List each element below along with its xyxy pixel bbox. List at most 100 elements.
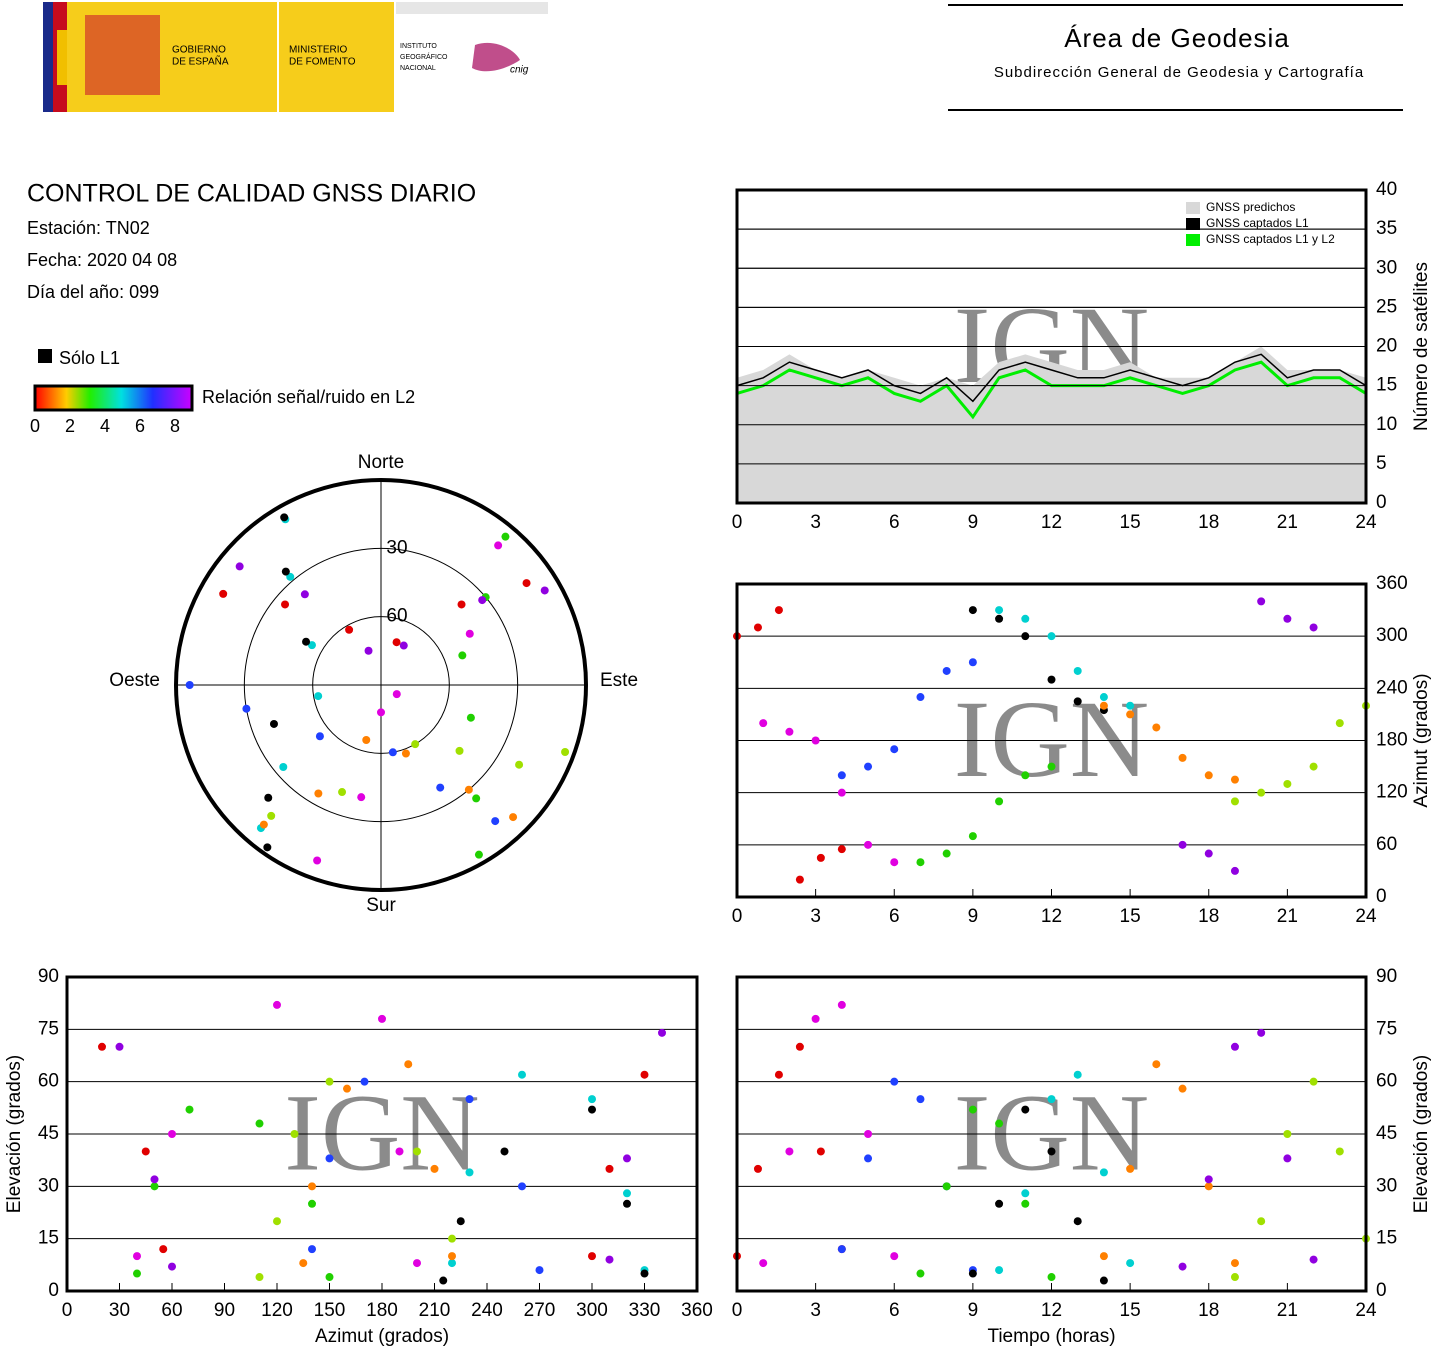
track-point (518, 1070, 526, 1079)
track-point (995, 606, 1004, 615)
x-tick-label: 300 (576, 1300, 608, 1321)
track-point (478, 596, 487, 605)
track-point (518, 1182, 526, 1191)
track-point (1283, 779, 1292, 788)
track-point (281, 600, 290, 609)
y-tick-label: 60 (1376, 1071, 1397, 1092)
track-point (605, 1164, 614, 1173)
track-point (1152, 723, 1161, 732)
area-title: Área de Geodesia (1064, 23, 1290, 53)
track-point (753, 1164, 762, 1173)
track-point (509, 813, 518, 822)
y-tick-label: 360 (1376, 573, 1408, 594)
track-point (338, 788, 347, 797)
track-point (1126, 710, 1135, 719)
x-tick-label: 21 (1277, 1300, 1298, 1321)
y-tick-label: 25 (1376, 296, 1397, 317)
y-axis-label: Elevación (grados) (1411, 1055, 1432, 1213)
x-tick-label: 3 (810, 1300, 821, 1321)
x-tick-label: 6 (889, 906, 900, 927)
track-point (273, 1217, 281, 1226)
report-title: CONTROL DE CALIDAD GNSS DIARIO (27, 180, 476, 208)
y-tick-label: 30 (38, 1175, 59, 1196)
track-point (1204, 849, 1213, 858)
track-point (785, 727, 794, 736)
track-point (404, 1060, 413, 1069)
track-point (1047, 632, 1056, 641)
track-point (133, 1252, 141, 1261)
track-point (515, 760, 524, 769)
track-point (837, 845, 846, 854)
legend-swatch (1186, 234, 1200, 246)
snr-tick-label: 4 (100, 416, 110, 436)
track-point (267, 811, 276, 820)
track-point (795, 1042, 804, 1051)
direction-label: Oeste (109, 670, 160, 691)
track-point (890, 745, 899, 754)
x-tick-label: 210 (419, 1300, 451, 1321)
x-tick-label: 330 (629, 1300, 661, 1321)
track-point (464, 785, 473, 794)
track-point (864, 840, 873, 849)
track-point (1309, 762, 1318, 771)
track-point (995, 1266, 1004, 1275)
track-point (399, 641, 408, 650)
x-tick-label: 9 (968, 1300, 979, 1321)
ministry-line: DE FOMENTO (289, 57, 356, 68)
direction-label: Norte (358, 452, 404, 473)
track-point (308, 1182, 316, 1191)
track-point (325, 1077, 334, 1086)
track-point (439, 1276, 448, 1285)
track-point (1021, 632, 1030, 641)
day-of-year: Día del año: 099 (27, 282, 159, 302)
track-point (1126, 1259, 1135, 1268)
track-point (995, 1119, 1004, 1128)
track-point (280, 513, 289, 522)
track-point (281, 567, 290, 576)
sky-frame (174, 478, 588, 892)
track-point (392, 690, 401, 699)
y-tick-label: 75 (1376, 1018, 1397, 1039)
x-tick-label: 60 (161, 1300, 182, 1321)
track-point (1047, 762, 1056, 771)
y-tick-label: 5 (1376, 453, 1387, 474)
track-point (890, 858, 899, 867)
track-point (465, 629, 474, 638)
y-tick-label: 30 (1376, 1175, 1397, 1196)
x-tick-label: 21 (1277, 512, 1298, 533)
track-point (465, 1168, 474, 1177)
x-tick-label: 30 (109, 1300, 130, 1321)
y-tick-label: 90 (38, 966, 59, 987)
gov-line: GOBIERNO (172, 45, 226, 56)
plot-frame (735, 582, 1368, 899)
legend-label: GNSS captados L1 y L2 (1206, 232, 1335, 246)
track-point (968, 1269, 977, 1278)
track-point (392, 638, 401, 647)
watermark: IGN (954, 678, 1150, 800)
track-point (345, 625, 354, 634)
track-point (378, 1014, 386, 1023)
y-axis-label: Azimut (grados) (1411, 673, 1432, 807)
y-axis-label: Elevación (grados) (4, 1055, 25, 1213)
track-point (1230, 1273, 1239, 1282)
x-tick-label: 0 (62, 1300, 73, 1321)
ministry-line: MINISTERIO (289, 45, 348, 56)
track-point (235, 562, 244, 571)
track-point (942, 849, 951, 858)
track-point (811, 736, 820, 745)
x-tick-label: 18 (1198, 1300, 1219, 1321)
track-point (448, 1252, 456, 1261)
track-point (623, 1189, 631, 1198)
track-point (753, 623, 762, 632)
track-point (263, 843, 272, 852)
track-point (302, 637, 311, 646)
track-point (255, 1119, 264, 1128)
x-tick-label: 18 (1198, 512, 1219, 533)
cnig-logo: cnig (510, 65, 529, 76)
y-tick-label: 0 (1376, 1280, 1387, 1301)
track-point (150, 1175, 159, 1184)
track-point (1073, 1070, 1082, 1079)
y-tick-label: 90 (1376, 966, 1397, 987)
track-point (774, 1070, 783, 1079)
y-tick-label: 35 (1376, 218, 1397, 239)
